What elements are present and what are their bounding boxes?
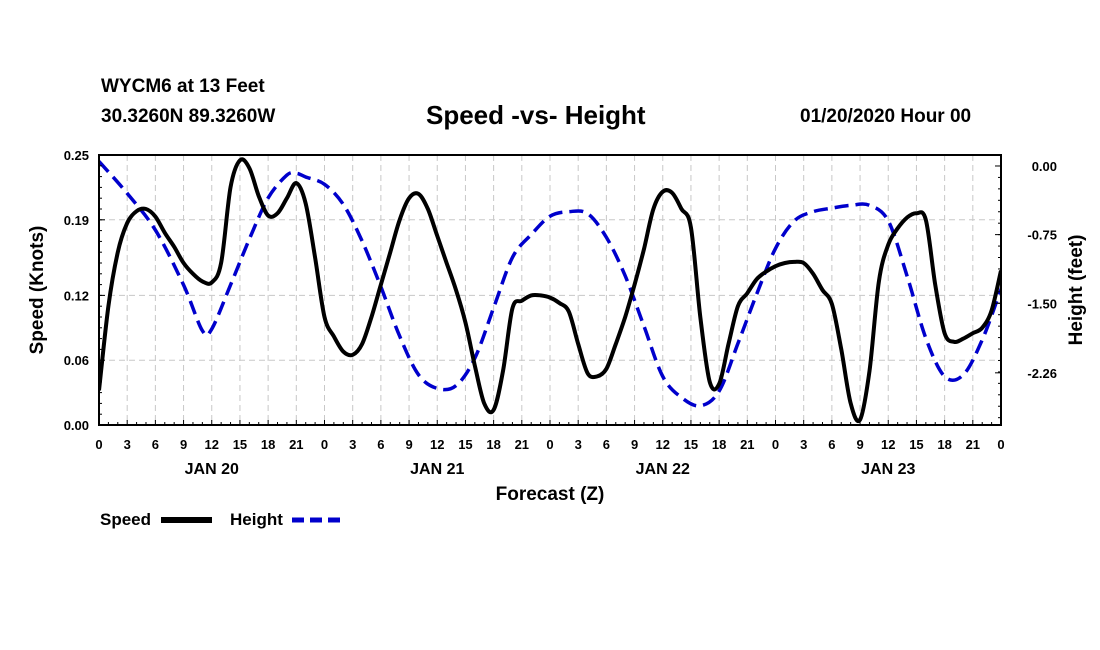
y-right-tick-label: -1.50 — [1027, 296, 1057, 311]
x-tick-label: 3 — [575, 437, 582, 452]
series-group — [99, 157, 1001, 423]
x-tick-label: 18 — [712, 437, 726, 452]
day-label: JAN 22 — [636, 461, 690, 478]
grid — [99, 155, 1001, 425]
x-tick-label: 15 — [684, 437, 698, 452]
x-tick-label: 3 — [349, 437, 356, 452]
day-label: JAN 21 — [410, 461, 464, 478]
x-tick-label: 21 — [740, 437, 754, 452]
x-tick-label: 12 — [430, 437, 444, 452]
y-axis-left-title: Speed (Knots) — [27, 226, 48, 355]
x-tick-label: 18 — [486, 437, 500, 452]
x-tick-label: 15 — [458, 437, 472, 452]
x-tick-label: 0 — [95, 437, 102, 452]
y-left-tick-label: 0.25 — [64, 148, 89, 163]
x-tick-label: 12 — [656, 437, 670, 452]
series-line-height — [99, 160, 1001, 408]
x-tick-label: 0 — [772, 437, 779, 452]
x-tick-label: 6 — [828, 437, 835, 452]
station-label: WYCM6 at 13 Feet — [101, 76, 265, 97]
y-right-tick-label: 0.00 — [1032, 159, 1057, 174]
y-right-tick-label: -0.75 — [1027, 228, 1057, 243]
x-tick-label: 3 — [800, 437, 807, 452]
legend: Speed Height — [100, 510, 343, 529]
day-label: JAN 23 — [861, 461, 915, 478]
y-left-tick-label: 0.19 — [64, 213, 89, 228]
y-left-tick-label: 0.12 — [64, 288, 89, 303]
x-tick-label: 9 — [631, 437, 638, 452]
x-tick-label: 21 — [289, 437, 303, 452]
x-axis-title: Forecast (Z) — [496, 484, 605, 505]
x-tick-label: 6 — [152, 437, 159, 452]
y-left-tick-label: 0.06 — [64, 353, 89, 368]
coordinates-label: 30.3260N 89.3260W — [101, 106, 276, 127]
x-tick-label: 3 — [124, 437, 131, 452]
x-tick-label: 0 — [546, 437, 553, 452]
y-right-tick-label: -2.26 — [1027, 366, 1057, 381]
x-tick-label: 6 — [377, 437, 384, 452]
x-tick-label: 21 — [515, 437, 529, 452]
x-tick-label: 15 — [233, 437, 247, 452]
series-line-speed — [99, 157, 1001, 423]
x-tick-label: 9 — [856, 437, 863, 452]
x-tick-label: 9 — [180, 437, 187, 452]
x-tick-label: 0 — [321, 437, 328, 452]
axes: 0 3 6 9 12 15 18 21 0 3 6 9 12 15 18 21 0 3 6 9 12 15 18 21 0 3 6 9… — [64, 148, 1057, 478]
x-tick-label: 21 — [966, 437, 980, 452]
legend-label-height: Height — [230, 510, 283, 529]
chart-title: Speed -vs- Height — [426, 100, 646, 130]
forecast-datetime: 01/20/2020 Hour 00 — [800, 106, 972, 127]
legend-label-speed: Speed — [100, 510, 151, 529]
day-label: JAN 20 — [185, 461, 239, 478]
y-axis-right-title: Height (feet) — [1066, 235, 1087, 346]
x-tick-label: 15 — [909, 437, 923, 452]
x-tick-label: 18 — [937, 437, 951, 452]
x-tick-label: 12 — [205, 437, 219, 452]
y-left-tick-label: 0.00 — [64, 418, 89, 433]
x-tick-label: 18 — [261, 437, 275, 452]
x-tick-label: 12 — [881, 437, 895, 452]
x-tick-label: 6 — [603, 437, 610, 452]
x-tick-label: 9 — [405, 437, 412, 452]
x-tick-label: 0 — [997, 437, 1004, 452]
